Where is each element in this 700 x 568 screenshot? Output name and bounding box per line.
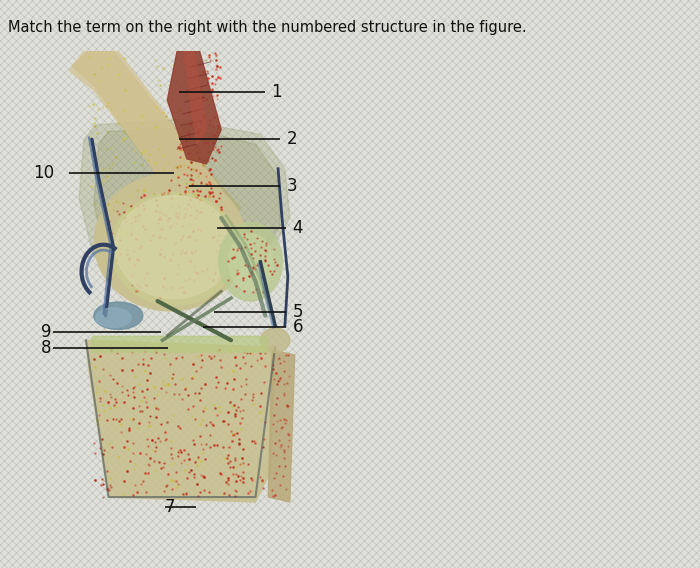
Text: 3: 3 [287, 177, 298, 195]
Polygon shape [69, 51, 241, 228]
Polygon shape [86, 340, 275, 502]
Text: 2: 2 [287, 130, 298, 148]
Ellipse shape [116, 196, 233, 299]
Polygon shape [167, 51, 221, 164]
Ellipse shape [96, 308, 131, 328]
FancyBboxPatch shape [92, 336, 267, 352]
Text: 6: 6 [293, 318, 303, 336]
Ellipse shape [111, 193, 238, 306]
Text: 8: 8 [41, 339, 51, 357]
Polygon shape [184, 51, 206, 144]
Polygon shape [72, 51, 231, 218]
Text: 4: 4 [293, 219, 303, 237]
Ellipse shape [219, 223, 283, 301]
Polygon shape [94, 128, 280, 265]
Text: 5: 5 [293, 303, 303, 321]
Polygon shape [79, 120, 290, 267]
Ellipse shape [94, 174, 246, 311]
Text: 1: 1 [272, 83, 282, 101]
Text: 7: 7 [164, 498, 175, 516]
Ellipse shape [260, 328, 290, 353]
Text: 10: 10 [34, 164, 55, 182]
Text: Match the term on the right with the numbered structure in the figure.: Match the term on the right with the num… [8, 20, 527, 35]
Ellipse shape [94, 302, 143, 329]
Text: 9: 9 [41, 323, 51, 341]
Polygon shape [268, 350, 295, 502]
Ellipse shape [229, 233, 273, 290]
